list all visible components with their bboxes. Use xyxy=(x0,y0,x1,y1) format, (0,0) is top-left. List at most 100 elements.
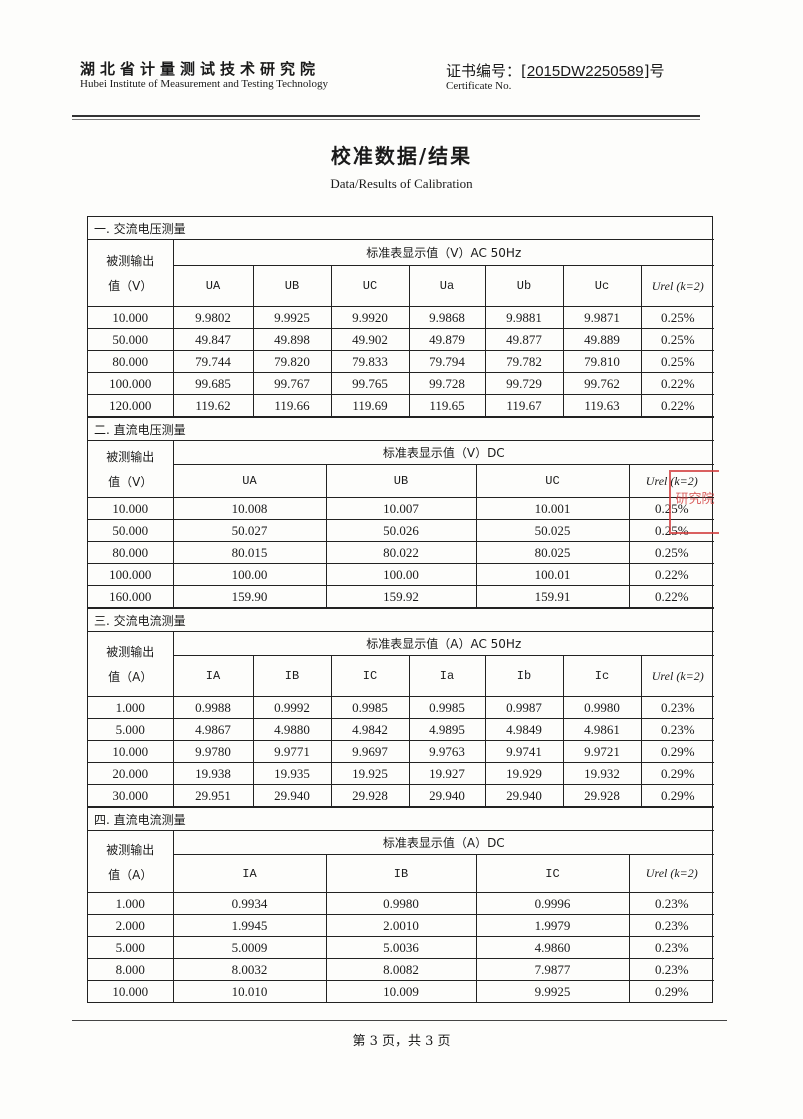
reading-cell: 4.9867 xyxy=(172,718,254,741)
row-header-line: 值（V） xyxy=(108,475,153,489)
table-row: 50.000 50.027 50.026 50.025 0.25% xyxy=(88,519,715,542)
uncertainty-cell: 0.22% xyxy=(628,585,715,608)
reading-cell: 9.9868 xyxy=(408,306,486,329)
column-header: Ua xyxy=(408,265,486,307)
table-row: 160.000 159.90 159.92 159.91 0.22% xyxy=(88,585,715,608)
reading-cell: 49.898 xyxy=(252,328,332,351)
nominal-value-cell: 100.000 xyxy=(88,372,174,395)
certificate-number-value: 2015DW2250589 xyxy=(526,63,644,80)
reading-cell: 100.00 xyxy=(172,563,327,586)
reading-cell: 9.9925 xyxy=(475,980,630,1002)
reading-cell: 9.9871 xyxy=(562,306,642,329)
reading-cell: 19.932 xyxy=(562,762,642,785)
reading-cell: 0.9992 xyxy=(252,696,332,719)
row-header-line: 值（A） xyxy=(108,867,153,882)
header-divider xyxy=(72,115,700,117)
reading-cell: 4.9849 xyxy=(484,718,564,741)
column-header: IA xyxy=(173,655,254,697)
nominal-value-cell: 10.000 xyxy=(88,306,174,329)
row-header-line: 值（V） xyxy=(108,279,153,293)
column-header-row: UA UB UC Ua Ub Uc Urel (k=2) xyxy=(88,265,715,307)
row-header-line: 被测输出 xyxy=(106,842,155,857)
nominal-value-cell: 120.000 xyxy=(88,394,174,417)
table-row: 5.000 5.0009 5.0036 4.9860 0.23% xyxy=(88,936,715,959)
page-title: 校准数据/结果 xyxy=(330,144,473,168)
column-header: UA xyxy=(173,464,327,498)
nominal-value-cell: 8.000 xyxy=(88,958,174,981)
reading-cell: 8.0082 xyxy=(325,958,477,981)
column-header: IA xyxy=(173,854,327,893)
reading-cell: 29.928 xyxy=(562,784,642,807)
reading-cell: 159.90 xyxy=(172,585,327,608)
reading-cell: 10.001 xyxy=(475,497,630,520)
section-table: 二. 直流电压测量 被测输出 值（V） 标准表显示值（V）DC UA UB UC Urel (… xyxy=(88,417,715,608)
nominal-value-cell: 100.000 xyxy=(88,563,174,586)
uncertainty-cell: 0.23% xyxy=(628,914,715,937)
reading-cell: 0.9985 xyxy=(330,696,410,719)
reading-cell: 100.00 xyxy=(325,563,477,586)
reading-cell: 49.902 xyxy=(330,328,410,351)
uncertainty-cell: 0.29% xyxy=(640,784,715,807)
reading-cell: 49.847 xyxy=(172,328,254,351)
uncertainty-cell: 0.29% xyxy=(640,762,715,785)
reading-cell: 159.91 xyxy=(475,585,630,608)
reading-cell: 99.685 xyxy=(172,372,254,395)
page-subtitle: Data/Results of Calibration xyxy=(330,176,473,191)
footer-divider xyxy=(72,1020,727,1021)
reading-cell: 79.810 xyxy=(562,350,642,373)
column-header: UB xyxy=(325,464,477,498)
institute-name-cn: 湖北省计量测试技术研究院 xyxy=(80,60,321,78)
reading-cell: 1.9945 xyxy=(172,914,327,937)
reading-cell: 0.9980 xyxy=(562,696,642,719)
column-header: IB xyxy=(325,854,477,893)
reading-cell: 50.027 xyxy=(172,519,327,542)
uncertainty-cell: 0.25% xyxy=(640,306,715,329)
reading-cell: 5.0009 xyxy=(172,936,327,959)
reading-cell: 49.879 xyxy=(408,328,486,351)
table-row: 80.000 79.744 79.820 79.833 79.794 79.782 79.8… xyxy=(88,350,715,373)
section-table: 三. 交流电流测量 被测输出 值（A） 标准表显示值（A）AC 50Hz IA IB IC I… xyxy=(88,608,715,807)
section-table: 四. 直流电流测量 被测输出 值（A） 标准表显示值（A）DC IA IB IC Urel (… xyxy=(88,807,715,1002)
nominal-value-cell: 30.000 xyxy=(88,784,174,807)
reading-cell: 0.9980 xyxy=(325,892,477,915)
uncertainty-cell: 0.29% xyxy=(640,740,715,763)
table-row: 1.000 0.9988 0.9992 0.9985 0.9985 0.9987 0.998… xyxy=(88,696,715,719)
reading-cell: 9.9763 xyxy=(408,740,486,763)
reading-cell: 0.9934 xyxy=(172,892,327,915)
uncertainty-header: Urel (k=2) xyxy=(640,265,715,307)
section-title-row: 二. 直流电压测量 xyxy=(88,417,715,441)
table-row: 8.000 8.0032 8.0082 7.9877 0.23% xyxy=(88,958,715,981)
uncertainty-cell: 0.25% xyxy=(628,519,715,542)
uncertainty-cell: 0.22% xyxy=(640,394,715,417)
reading-cell: 79.833 xyxy=(330,350,410,373)
reading-cell: 9.9741 xyxy=(484,740,564,763)
table-row: 50.000 49.847 49.898 49.902 49.879 49.877 49.8… xyxy=(88,328,715,351)
reading-cell: 10.010 xyxy=(172,980,327,1002)
uncertainty-cell: 0.22% xyxy=(640,372,715,395)
row-header-cell: 被测输出 值（A） xyxy=(88,631,174,697)
reading-cell: 0.9985 xyxy=(408,696,486,719)
uncertainty-cell: 0.23% xyxy=(628,892,715,915)
column-header-row: IA IB IC Ia Ib Ic Urel (k=2) xyxy=(88,655,715,697)
uncertainty-cell: 0.22% xyxy=(628,563,715,586)
uncertainty-cell: 0.25% xyxy=(628,541,715,564)
column-header: Ic xyxy=(562,655,642,697)
reading-cell: 2.0010 xyxy=(325,914,477,937)
nominal-value-cell: 10.000 xyxy=(88,740,174,763)
reading-cell: 119.65 xyxy=(408,394,486,417)
row-header-cell: 被测输出 值（V） xyxy=(88,440,174,498)
reading-cell: 49.889 xyxy=(562,328,642,351)
section-title: 一. 交流电压测量 xyxy=(88,217,715,240)
nominal-value-cell: 50.000 xyxy=(88,328,174,351)
nominal-value-cell: 80.000 xyxy=(88,350,174,373)
reading-cell: 0.9988 xyxy=(172,696,254,719)
uncertainty-cell: 0.23% xyxy=(628,958,715,981)
header-row: 被测输出 值（V） 标准表显示值（V）DC xyxy=(88,440,715,498)
table-row: 30.000 29.951 29.940 29.928 29.940 29.940 29.9… xyxy=(88,784,715,807)
table-row: 10.000 9.9780 9.9771 9.9697 9.9763 9.9741 9.97… xyxy=(88,740,715,763)
certificate-label-en: Certificate No. xyxy=(446,80,512,92)
header-row: 被测输出 值（V） 标准表显示值（V）AC 50Hz xyxy=(88,239,715,307)
reading-cell: 19.938 xyxy=(172,762,254,785)
nominal-value-cell: 5.000 xyxy=(88,936,174,959)
reading-cell: 10.008 xyxy=(172,497,327,520)
